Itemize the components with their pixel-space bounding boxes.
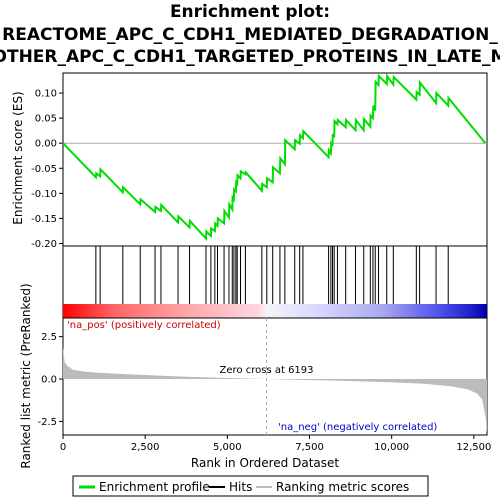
- metric-y-tick-label: 0.0: [41, 375, 57, 386]
- negative-correlation-label: 'na_neg' (negatively correlated): [278, 422, 437, 433]
- x-tick-label: 10,000: [374, 442, 409, 453]
- es-y-tick-label: -0.05: [31, 164, 57, 175]
- es-panel: -0.20 -0.15 -0.10 -0.05 0.00 0.05 0.10 Enrichm…: [11, 72, 488, 250]
- es-y-tick-label: -0.15: [31, 214, 57, 225]
- metric-y-tick-label: 2.5: [41, 332, 57, 343]
- es-y-axis-label: Enrichment score (ES): [11, 91, 25, 224]
- x-tick-label: 2,500: [131, 442, 160, 453]
- es-y-tick-label: 0.10: [35, 89, 57, 100]
- legend-box: [72, 475, 429, 497]
- plot-title-line-1: Enrichment plot:: [170, 2, 330, 22]
- x-tick-label: 12,500: [456, 442, 491, 453]
- plot-title-line-3: OTHER_APC_C_CDH1_TARGETED_PROTEINS_IN_LA…: [0, 47, 500, 67]
- legend: Enrichment profile Hits Ranking metric s…: [72, 475, 429, 497]
- es-y-tick-label: -0.20: [31, 239, 57, 250]
- legend-hits-label: Hits: [229, 480, 252, 494]
- ranking-color-bar: [63, 304, 487, 318]
- hits-panel: [62, 245, 488, 319]
- legend-enrichment-label: Enrichment profile: [99, 480, 210, 494]
- x-tick-label: 0: [60, 442, 66, 453]
- x-tick-label: 5,000: [213, 442, 242, 453]
- es-y-axis: -0.20 -0.15 -0.10 -0.05 0.00 0.05 0.10: [31, 89, 63, 250]
- plot-title-line-2: REACTOME_APC_C_CDH1_MEDIATED_DEGRADATION…: [2, 25, 498, 45]
- metric-y-axis: -2.5 0.0 2.5: [37, 332, 63, 428]
- es-y-tick-label: -0.10: [31, 189, 57, 200]
- hit-lines: [95, 246, 449, 304]
- zero-cross-label: Zero cross at 6193: [220, 365, 314, 376]
- positive-correlation-label: 'na_pos' (positively correlated): [67, 320, 221, 331]
- legend-metric-label: Ranking metric scores: [276, 480, 409, 494]
- enrichment-profile-line: [62, 73, 487, 241]
- es-panel-frame: [62, 72, 488, 247]
- es-y-tick-label: 0.05: [35, 114, 57, 125]
- x-tick-label: 7,500: [295, 442, 324, 453]
- metric-x-axis: 0 2,500 5,000 7,500 10,000 12,500: [60, 435, 491, 453]
- metric-y-tick-label: -2.5: [37, 417, 57, 428]
- x-axis-label: Rank in Ordered Dataset: [191, 456, 339, 470]
- es-y-tick-label: 0.00: [35, 139, 57, 150]
- metric-y-axis-label: Ranked list metric (PreRanked): [19, 283, 33, 468]
- metric-panel: Zero cross at 6193 'na_pos' (positively …: [19, 283, 491, 470]
